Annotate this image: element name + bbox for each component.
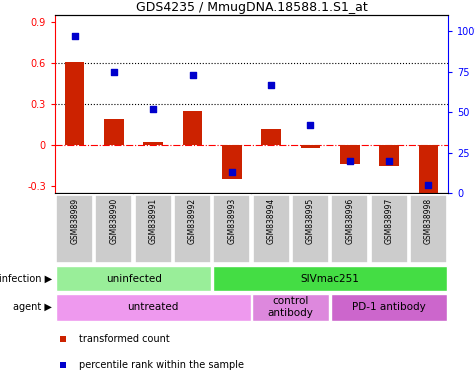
Bar: [213, 195, 250, 263]
Text: GSM838997: GSM838997: [385, 198, 394, 244]
Text: transformed count: transformed count: [78, 334, 169, 344]
Text: control
antibody: control antibody: [268, 296, 314, 318]
Text: GSM838992: GSM838992: [188, 198, 197, 244]
Bar: [213, 266, 447, 291]
Text: PD-1 antibody: PD-1 antibody: [352, 302, 426, 312]
Bar: [292, 195, 329, 263]
Bar: [410, 195, 447, 263]
Bar: [418, 145, 438, 196]
Text: untreated: untreated: [128, 302, 179, 312]
Bar: [56, 266, 211, 291]
Bar: [340, 145, 360, 164]
Bar: [183, 111, 202, 145]
Bar: [331, 293, 447, 321]
Bar: [252, 293, 329, 321]
Text: GSM838998: GSM838998: [424, 198, 433, 244]
Bar: [143, 142, 163, 145]
Point: [307, 122, 314, 128]
Text: uninfected: uninfected: [105, 273, 162, 283]
Bar: [95, 195, 133, 263]
Bar: [370, 195, 408, 263]
Bar: [261, 129, 281, 145]
Bar: [135, 195, 172, 263]
Point: [385, 157, 393, 164]
Bar: [301, 145, 320, 148]
Point: [189, 72, 196, 78]
Point: [110, 69, 118, 75]
Point: [425, 182, 432, 188]
Title: GDS4235 / MmugDNA.18588.1.S1_at: GDS4235 / MmugDNA.18588.1.S1_at: [136, 1, 367, 14]
Bar: [253, 195, 290, 263]
Point: [346, 157, 353, 164]
Bar: [56, 293, 251, 321]
Text: percentile rank within the sample: percentile rank within the sample: [78, 361, 244, 371]
Text: GSM838996: GSM838996: [345, 198, 354, 244]
Text: agent ▶: agent ▶: [13, 302, 52, 312]
Point: [228, 169, 236, 175]
Text: infection ▶: infection ▶: [0, 273, 52, 283]
Text: GSM838993: GSM838993: [228, 198, 237, 244]
Point: [267, 81, 275, 88]
Bar: [379, 145, 399, 166]
Text: GSM838989: GSM838989: [70, 198, 79, 244]
Bar: [222, 145, 242, 179]
Bar: [65, 61, 85, 145]
Text: GSM838990: GSM838990: [109, 198, 118, 244]
Bar: [104, 119, 124, 145]
Bar: [56, 195, 93, 263]
Bar: [331, 195, 368, 263]
Bar: [174, 195, 211, 263]
Text: GSM838995: GSM838995: [306, 198, 315, 244]
Text: SIVmac251: SIVmac251: [301, 273, 360, 283]
Text: GSM838991: GSM838991: [149, 198, 158, 244]
Point: [71, 33, 78, 39]
Text: GSM838994: GSM838994: [266, 198, 276, 244]
Point: [150, 106, 157, 112]
